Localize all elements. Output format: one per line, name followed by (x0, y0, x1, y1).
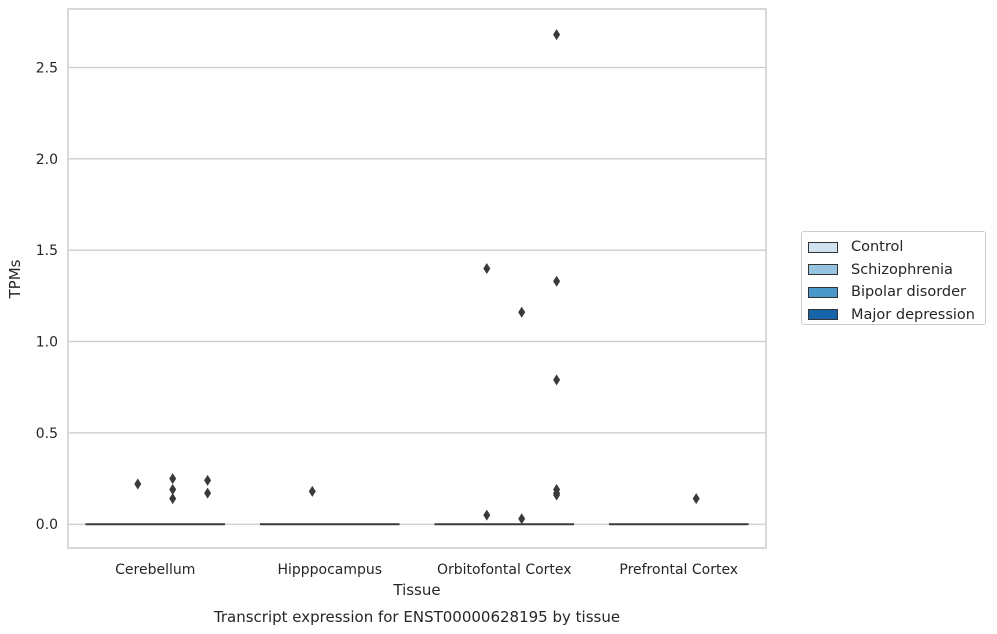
outlier-point (692, 493, 700, 505)
legend-label-schizophrenia: Schizophrenia (851, 261, 953, 278)
y-tick-labels: 0.0 0.5 1.0 1.5 2.0 2.5 (36, 60, 58, 533)
legend-item-bipolar-disorder: Bipolar disorder (808, 281, 985, 304)
outlier-point (553, 489, 561, 501)
outlier-point (483, 509, 491, 521)
legend-swatch-schizophrenia (808, 264, 838, 276)
legend-item-major-depression: Major depression (808, 304, 985, 327)
y-tick-label: 0.0 (36, 517, 58, 533)
y-tick-label: 2.5 (36, 60, 58, 76)
outlier-point (169, 493, 177, 505)
y-tick-label: 0.5 (36, 426, 58, 442)
x-tick-label-hipppocampus: Hipppocampus (277, 562, 382, 578)
legend-swatch-bipolar-disorder (808, 286, 838, 298)
outlier-point (308, 485, 316, 497)
legend-swatch-major-depression (808, 309, 838, 321)
x-tick-label-orbitofontal-cortex: Orbitofontal Cortex (437, 562, 572, 578)
y-tick-label: 1.5 (36, 243, 58, 259)
outlier-point (204, 487, 212, 499)
y-axis-title: TPMs (6, 259, 24, 299)
outlier-point (169, 484, 177, 496)
legend-item-schizophrenia: Schizophrenia (808, 259, 985, 282)
legend: Control Schizophrenia Bipolar disorder M… (801, 231, 986, 325)
legend-label-major-depression: Major depression (851, 306, 975, 323)
plot-area-frame (67, 8, 767, 549)
outlier-point (553, 29, 561, 41)
legend-item-control: Control (808, 236, 985, 259)
x-tick-label-cerebellum: Cerebellum (115, 562, 195, 578)
legend-swatch-control (808, 241, 838, 253)
chart-caption: Transcript expression for ENST0000062819… (213, 608, 620, 626)
outlier-point (169, 473, 177, 485)
x-tick-labels: Cerebellum Hipppocampus Orbitofontal Corte… (115, 562, 738, 578)
x-axis-title: Tissue (392, 581, 440, 599)
y-tick-label: 1.0 (36, 335, 58, 351)
legend-label-control: Control (851, 239, 904, 256)
grid-lines (68, 66, 766, 525)
outlier-point (134, 478, 142, 490)
outlier-point (553, 374, 561, 386)
y-tick-label: 2.0 (36, 152, 58, 168)
x-tick-label-prefrontal-cortex: Prefrontal Cortex (619, 562, 738, 578)
outlier-point (204, 474, 212, 486)
outlier-point (518, 306, 526, 318)
outlier-point (518, 513, 526, 525)
legend-label-bipolar-disorder: Bipolar disorder (851, 284, 966, 301)
outlier-points (134, 29, 700, 525)
outlier-point (553, 275, 561, 287)
outlier-point (483, 262, 491, 274)
